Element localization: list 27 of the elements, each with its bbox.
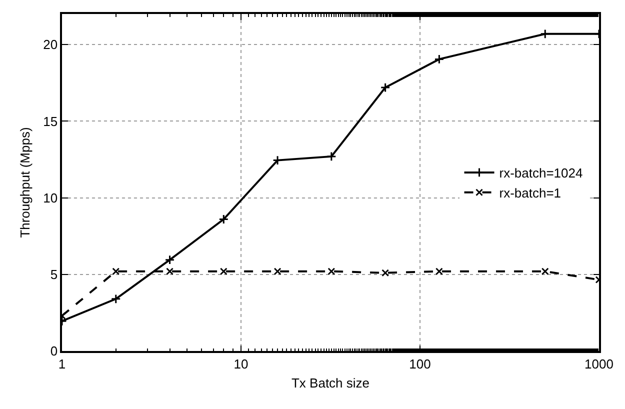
point xyxy=(272,155,282,166)
x-tick-label: 10 xyxy=(234,356,248,372)
point xyxy=(110,294,121,304)
point xyxy=(166,268,174,276)
legend-label: rx-batch=1 xyxy=(499,185,562,200)
y-axis-title: Throughput (Mpps) xyxy=(18,127,33,238)
x-axis-title: Tx Batch size xyxy=(291,375,370,390)
point xyxy=(220,268,228,276)
x-tick-label: 1 xyxy=(58,356,66,372)
point xyxy=(435,268,443,276)
point xyxy=(164,254,175,265)
x-tick-label: 1000 xyxy=(584,356,614,372)
y-tick-label: 0 xyxy=(50,344,58,359)
point xyxy=(380,82,390,92)
y-tick-label: 5 xyxy=(50,266,58,282)
point xyxy=(218,214,229,224)
y-tick-label: 10 xyxy=(43,190,58,206)
y-tick-label: 15 xyxy=(43,114,58,129)
point xyxy=(434,54,444,64)
x-tick-label: 100 xyxy=(409,356,431,372)
point xyxy=(328,268,336,276)
legend-label: rx-batch=1024 xyxy=(499,166,583,181)
y-tick-label: 20 xyxy=(43,37,58,52)
point xyxy=(112,268,120,276)
point xyxy=(274,268,282,276)
point xyxy=(382,269,390,277)
point xyxy=(326,152,336,162)
